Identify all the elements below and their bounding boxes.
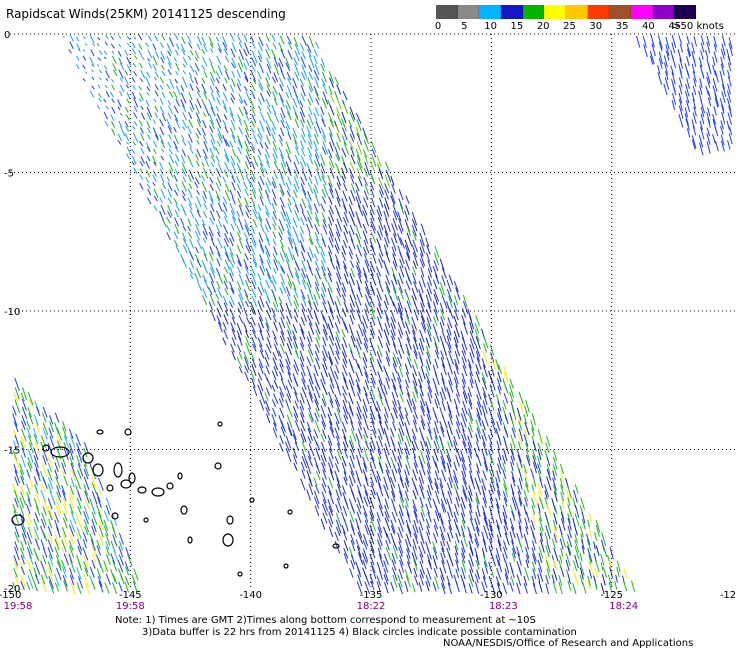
- island-outline: [42, 444, 50, 452]
- island-outline: [166, 482, 174, 490]
- island-outline: [113, 462, 123, 478]
- island-outline: [237, 571, 243, 577]
- lon-tick-label: -145: [119, 590, 142, 601]
- time-label: 18:24: [609, 601, 638, 612]
- lat-tick-label: -20: [4, 584, 20, 595]
- legend-label: 10: [484, 21, 497, 32]
- credit-line: NOAA/NESDIS/Office of Research and Appli…: [443, 638, 694, 649]
- time-label: 18:23: [489, 601, 518, 612]
- island-outline: [222, 533, 234, 547]
- legend-label: 20: [536, 21, 550, 32]
- wind-speed-legend: 0 5 10 15 20 25 30 35 40 45 >50 knots: [434, 5, 736, 35]
- time-label: 19:58: [116, 601, 145, 612]
- legend-swatch: [500, 5, 523, 19]
- legend-swatch: [674, 5, 696, 19]
- island-outline: [180, 505, 188, 515]
- legend-swatch: [457, 5, 480, 19]
- island-outline: [151, 487, 165, 497]
- island-outline: [137, 486, 147, 494]
- lon-tick-label: -125: [600, 590, 623, 601]
- legend-swatch: [652, 5, 675, 19]
- island-outline: [124, 428, 132, 436]
- lon-tick-label: -130: [480, 590, 503, 601]
- island-outline: [143, 517, 149, 523]
- legend-label: 40: [642, 21, 655, 32]
- island-outline: [128, 472, 136, 484]
- island-outline: [226, 515, 234, 525]
- notes: Note: 1) Times are GMT 2)Times along bot…: [115, 615, 577, 639]
- lon-tick-label: -135: [360, 590, 383, 601]
- lat-tick-label: -5: [4, 169, 14, 180]
- legend-label: 30: [589, 21, 603, 32]
- legend-color-bar: [436, 5, 696, 19]
- legend-label: 5: [461, 21, 468, 32]
- lat-tick-label: 0: [4, 30, 10, 41]
- island-outline: [82, 452, 94, 464]
- legend-swatch: [544, 5, 566, 19]
- island-coastlines: [11, 421, 340, 577]
- island-outline: [287, 509, 293, 515]
- legend-swatch: [609, 5, 631, 19]
- lat-tick-label: -10: [4, 307, 20, 318]
- island-outline: [106, 484, 114, 492]
- island-outline: [50, 446, 70, 458]
- island-outline: [187, 536, 193, 544]
- lon-tick-label: -12: [720, 590, 736, 601]
- lon-tick-label: -140: [239, 590, 262, 601]
- lat-tick-label: -15: [4, 446, 20, 457]
- corner-swath: [635, 34, 734, 156]
- legend-label: 15: [510, 21, 524, 32]
- legend-swatch: [479, 5, 501, 19]
- map-title: Rapidscat Winds(25KM) 20141125 descendin…: [6, 7, 286, 21]
- main-swath: [62, 34, 636, 594]
- island-outline: [217, 421, 223, 427]
- note-line-1: Note: 1) Times are GMT 2)Times along bot…: [115, 615, 536, 626]
- legend-label: 0: [434, 21, 442, 32]
- time-label: 18:22: [357, 601, 386, 612]
- legend-label: 35: [615, 21, 629, 32]
- legend-swatch: [522, 5, 545, 19]
- left-swath: [12, 377, 139, 594]
- island-outline: [11, 514, 25, 526]
- legend-label: 25: [563, 21, 576, 32]
- note-line-2: 3)Data buffer is 22 hrs from 20141125 4)…: [142, 627, 577, 638]
- time-label: 19:58: [4, 601, 33, 612]
- island-outline: [332, 543, 340, 549]
- island-outline: [214, 462, 222, 470]
- island-outline: [283, 563, 289, 569]
- island-outline: [249, 497, 255, 503]
- island-outline: [111, 512, 119, 520]
- island-outline: [96, 429, 104, 435]
- island-outline: [92, 463, 104, 477]
- legend-swatch: [565, 5, 588, 19]
- island-outline: [177, 472, 183, 480]
- legend-label: 45: [668, 21, 682, 32]
- legend-swatch: [630, 5, 653, 19]
- legend-label: >50 knots: [672, 21, 724, 32]
- lon-tick-label: -150: [0, 590, 21, 601]
- island-outline: [120, 479, 132, 489]
- legend-swatch: [587, 5, 610, 19]
- legend-swatch: [436, 5, 458, 19]
- lat-lon-grid: [10, 33, 736, 588]
